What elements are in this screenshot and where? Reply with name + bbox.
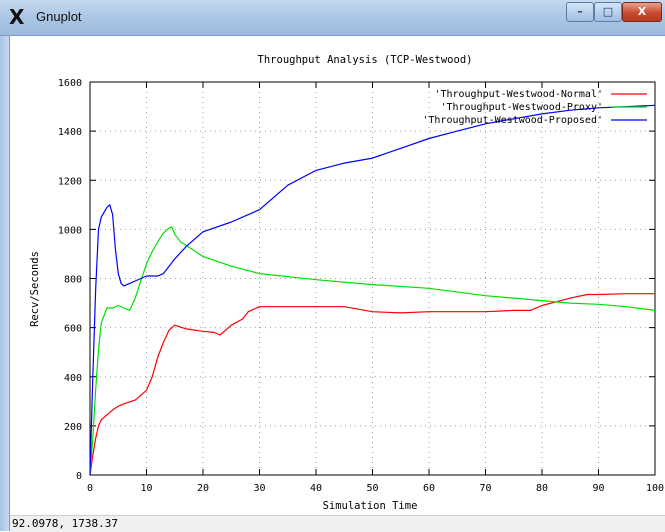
minimize-icon: – [577, 5, 583, 18]
y-tick-label-0: 0 [76, 471, 82, 482]
x-tick-label-0: 0 [87, 483, 93, 494]
y-axis-label: Recv/Seconds [29, 251, 41, 327]
y-tick-label-6: 1200 [58, 176, 82, 187]
grid-layer [90, 82, 655, 475]
y-tick-label-4: 800 [64, 275, 82, 286]
y-tick-label-2: 400 [64, 373, 82, 384]
legend-label-1: 'Throughput-Westwood-Proxy' [440, 102, 603, 113]
minimize-button[interactable]: – [566, 2, 594, 22]
close-icon: X [637, 5, 647, 18]
window-left-border [0, 36, 10, 531]
mouse-coordinates: 92.0978, 1738.37 [12, 517, 118, 530]
x-tick-label-7: 70 [479, 483, 491, 494]
x-tick-label-6: 60 [423, 483, 435, 494]
series-line-1 [89, 226, 656, 476]
legend-label-2: 'Throughput-Westwood-Proposed' [422, 115, 603, 126]
y-tick-label-8: 1600 [58, 78, 82, 89]
chart-title: Throughput Analysis (TCP-Westwood) [258, 54, 473, 66]
series-line-2 [89, 104, 656, 476]
x-tick-label-2: 20 [197, 483, 209, 494]
title-bar[interactable]: X Gnuplot – □ X [0, 0, 665, 36]
close-button[interactable]: X [622, 2, 662, 22]
x-axis-label: Simulation Time [323, 500, 418, 512]
x-tick-label-9: 90 [592, 483, 604, 494]
throughput-chart[interactable]: 0 10 20 30 40 50 60 70 80 90 100020040060080010001… [10, 37, 665, 515]
plot-canvas[interactable]: 0 10 20 30 40 50 60 70 80 90 100 0 200 400 600 800 1000 1… [10, 37, 665, 515]
x-tick-label-1: 10 [140, 483, 152, 494]
x-tick-label-3: 30 [253, 483, 265, 494]
maximize-button[interactable]: □ [594, 2, 622, 22]
y-tick-label-5: 1000 [58, 225, 82, 236]
window-title: Gnuplot [36, 9, 82, 24]
x-tick-label-10: 100 [646, 483, 664, 494]
x11-app-icon[interactable]: X [9, 5, 25, 29]
x-tick-label-8: 80 [536, 483, 548, 494]
x-tick-label-5: 50 [366, 483, 378, 494]
status-bar: 92.0978, 1738.37 [10, 515, 665, 532]
x-tick-label-4: 40 [310, 483, 322, 494]
maximize-icon: □ [602, 5, 614, 18]
legend-label-0: 'Throughput-Westwood-Normal' [434, 89, 603, 100]
legend: 'Throughput-Westwood-Normal' 'Throughput-… [422, 89, 647, 126]
series-layer [89, 104, 656, 476]
series-line-0 [89, 293, 655, 476]
axes-layer: 0 10 20 30 40 50 60 70 80 90 100020040060080010001… [58, 78, 664, 494]
y-tick-label-1: 200 [64, 422, 82, 433]
y-tick-label-7: 1400 [58, 127, 82, 138]
y-tick-label-3: 600 [64, 324, 82, 335]
